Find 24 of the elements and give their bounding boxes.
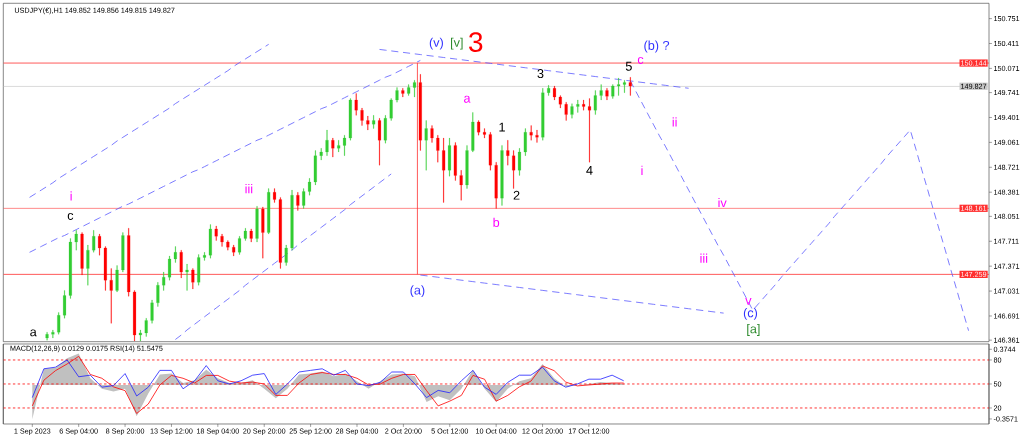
annotation: iii	[700, 253, 708, 263]
annotation: ii	[672, 117, 677, 127]
annotation: 2	[513, 190, 520, 200]
annotation: iii	[245, 184, 253, 194]
annotation: 3	[469, 32, 483, 53]
annotation: a	[464, 95, 471, 103]
annotation: [v]	[451, 37, 463, 50]
annotation: 4	[586, 165, 593, 175]
annotation: b	[493, 217, 500, 227]
annotation: iv	[718, 197, 727, 208]
annotation: a	[30, 329, 37, 337]
annotation: c	[637, 56, 644, 64]
annotation: (v)	[429, 37, 443, 50]
annotation: v	[745, 298, 752, 305]
annotation: 3	[537, 69, 544, 79]
annotation: 5	[625, 61, 632, 71]
annotation: (b) ?	[644, 40, 670, 53]
annotation: i	[70, 191, 72, 201]
annotation: 1	[499, 122, 505, 132]
annotation: i	[641, 165, 643, 175]
annotation: (a)	[410, 285, 425, 298]
annotation: (c)	[743, 307, 758, 320]
annotation: [a]	[747, 324, 760, 336]
annotation: c	[67, 212, 74, 220]
